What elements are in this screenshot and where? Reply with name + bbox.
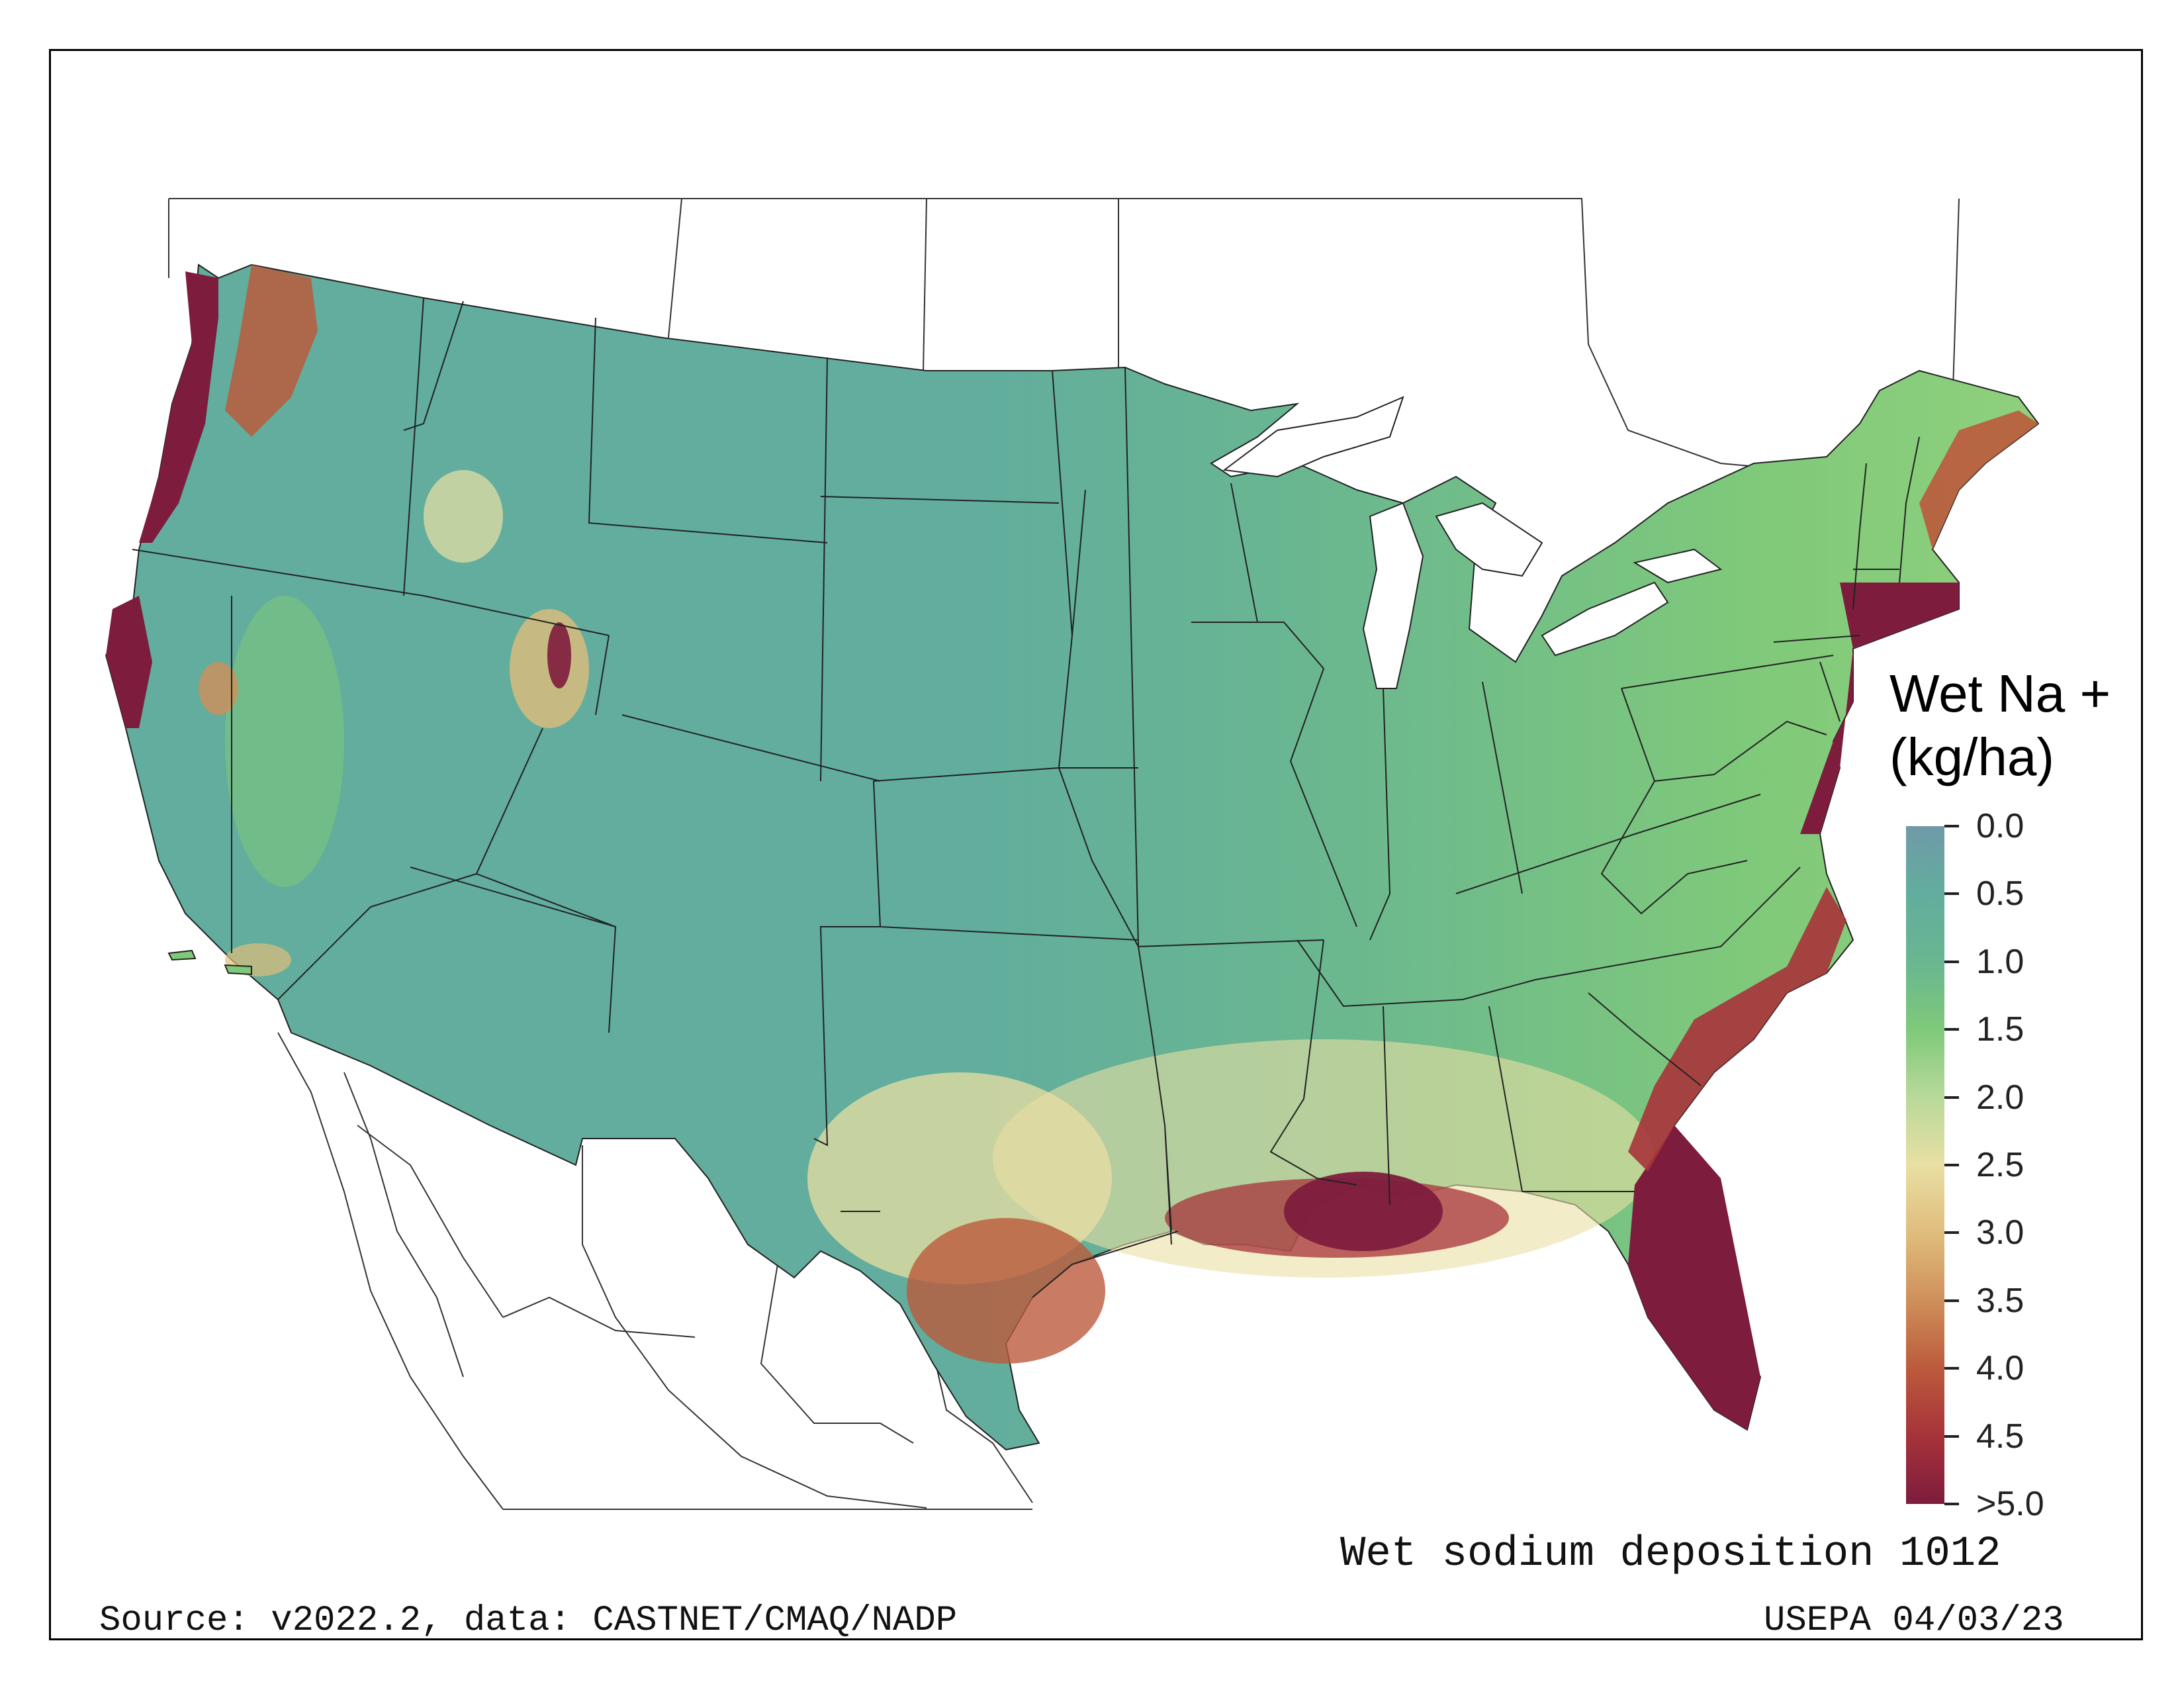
legend-tick-mark	[1944, 1299, 1959, 1302]
legend-tick-label: >5.0	[1976, 1485, 2044, 1523]
legend-tick-label: 4.5	[1976, 1417, 2025, 1456]
legend-tick-mark	[1944, 1434, 1959, 1438]
agency-date: USEPA 04/03/23	[1764, 1601, 2064, 1641]
legend-tick-mark	[1944, 1367, 1959, 1370]
legend-tick-mark	[1944, 892, 1959, 896]
channel-islands	[167, 949, 252, 976]
legend-tick-label: 3.5	[1976, 1281, 2025, 1320]
legend-title-line2: (kg/ha)	[1889, 727, 2054, 786]
legend-tick-label: 3.0	[1976, 1213, 2025, 1252]
legend-tick-mark	[1944, 1028, 1959, 1031]
legend-tick-label: 4.0	[1976, 1349, 2025, 1388]
legend-tick-label: 0.5	[1976, 874, 2025, 914]
state-boundaries	[132, 297, 1920, 1298]
legend-tick-mark	[1944, 1164, 1959, 1166]
legend-tick-label: 0.0	[1976, 807, 2025, 845]
legend-tick-label: 1.0	[1976, 942, 2025, 981]
legend-tick-label: 1.5	[1976, 1010, 2025, 1049]
legend-colorbar	[1906, 826, 1944, 1504]
great-lakes	[1222, 396, 1723, 689]
legend-title: Wet Na + (kg/ha)	[1889, 662, 2111, 789]
legend-tick-mark	[1944, 1231, 1959, 1235]
deposition-shading	[106, 265, 2038, 1430]
legend-tick-label: 2.5	[1976, 1146, 2025, 1184]
source-note: Source: v2022.2, data: CASTNET/CMAQ/NADP	[99, 1601, 958, 1641]
legend-tick-mark	[1944, 1503, 1959, 1505]
legend-tick-mark	[1944, 1096, 1959, 1099]
legend-tick-label: 2.0	[1976, 1078, 2025, 1117]
map-caption: Wet sodium deposition 1012	[1340, 1530, 2001, 1578]
legend-tick-mark	[1944, 960, 1959, 963]
legend-title-line1: Wet Na +	[1889, 664, 2111, 723]
neighbor-outlines	[168, 198, 1960, 1510]
legend-tick-mark	[1944, 825, 1959, 827]
